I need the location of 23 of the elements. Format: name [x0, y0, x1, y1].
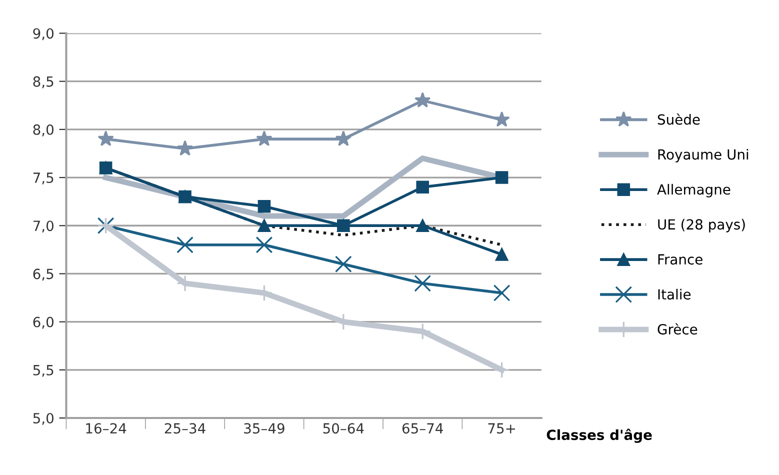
- legend-label: France: [658, 254, 702, 265]
- legend-label: Grèce: [658, 323, 698, 335]
- legend-label: Suède: [658, 113, 700, 125]
- x-tick-label: 75+: [488, 423, 515, 434]
- y-tick-label: 9,0: [33, 28, 54, 40]
- y-tick-label: 5,0: [33, 412, 54, 425]
- y-tick-label: 8,5: [33, 76, 54, 88]
- legend-label: Italie: [658, 288, 691, 300]
- legend-label: Allemagne: [657, 184, 730, 198]
- y-tick-label: 6,0: [33, 316, 54, 329]
- legend-label: UE (28 pays): [658, 218, 745, 232]
- y-tick-label: 7,0: [33, 220, 54, 233]
- legend-label: Royaume Uni: [658, 148, 748, 162]
- y-tick-label: 8,0: [33, 124, 54, 136]
- y-tick-label: 7,5: [33, 172, 54, 184]
- x-tick-label: 25–34: [164, 423, 206, 434]
- x-tick-label: 16–24: [86, 423, 126, 434]
- y-tick-label: 6,5: [33, 268, 54, 281]
- x-tick-label: 50–64: [323, 423, 364, 434]
- y-tick-label: 5,5: [33, 365, 54, 377]
- x-tick-label: 35–49: [244, 423, 284, 434]
- x-axis-title: Classes d'âge: [546, 428, 652, 443]
- x-tick-label: 65–74: [402, 423, 443, 434]
